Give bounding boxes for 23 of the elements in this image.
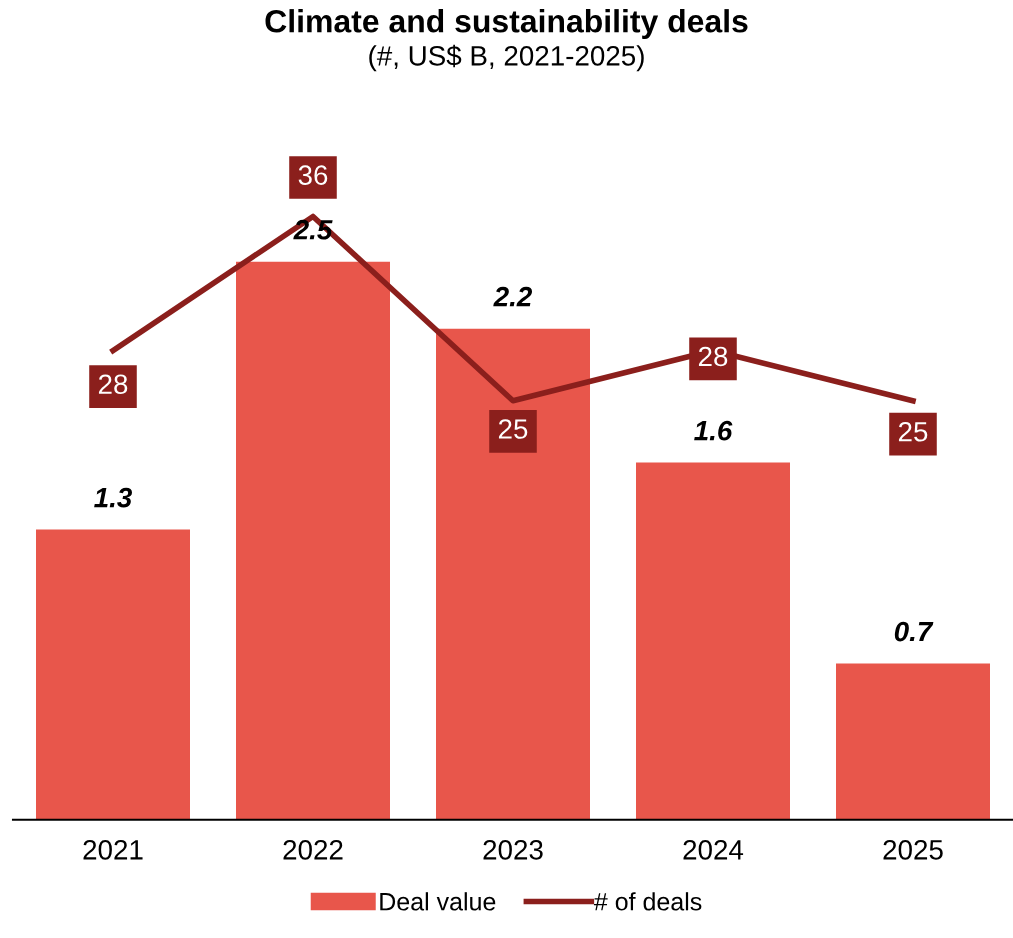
data-label: 28: [698, 346, 728, 367]
data-label: 36: [298, 165, 328, 186]
data-label: 1.6: [694, 420, 733, 441]
data-label: 25: [898, 421, 928, 442]
data-label: 1.3: [94, 487, 132, 508]
data-label: 28: [98, 374, 128, 395]
x-tick-label: 2024: [683, 839, 744, 860]
legend-label: # of deals: [593, 892, 702, 911]
bar: [836, 663, 990, 820]
data-label: 25: [498, 419, 528, 439]
x-tick-label: 2023: [483, 839, 543, 860]
bar: [36, 529, 190, 820]
x-tick-label: 2022: [283, 839, 343, 860]
chart-title: Climate and sustainability deals: [265, 9, 748, 39]
bar: [636, 462, 790, 820]
data-label: 0.7: [894, 621, 934, 642]
data-label: 2.2: [493, 286, 533, 307]
bar: [236, 261, 390, 820]
x-tick-label: 2021: [83, 839, 143, 860]
chart-subtitle: (#, US$ B, 2021-2025): [369, 44, 644, 72]
legend-label: Deal value: [380, 892, 496, 911]
bar: [436, 328, 590, 820]
x-tick-label: 2025: [883, 839, 943, 860]
